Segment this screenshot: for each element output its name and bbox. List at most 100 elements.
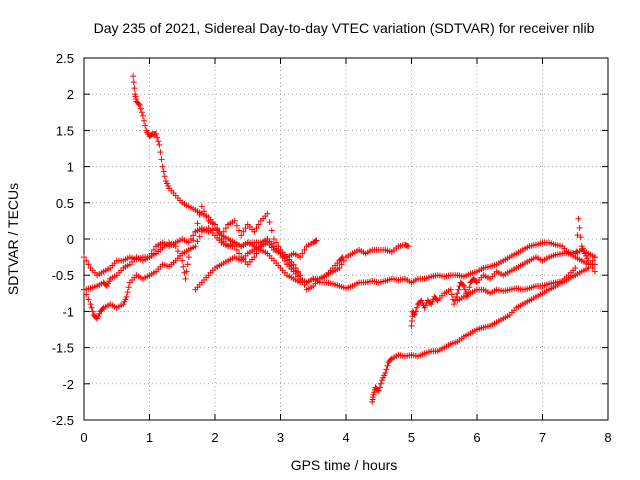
- data-point: [214, 226, 221, 233]
- data-point: [89, 308, 96, 315]
- data-point: [233, 222, 240, 229]
- axis-ticks: [83, 57, 609, 421]
- data-point: [194, 220, 201, 227]
- data-point: [238, 232, 245, 239]
- data-point: [447, 286, 454, 293]
- x-tick-label: 1: [146, 430, 153, 445]
- data-point: [591, 268, 598, 275]
- data-point: [574, 232, 581, 239]
- data-point: [453, 293, 460, 300]
- data-point: [131, 85, 138, 92]
- data-point: [573, 248, 580, 255]
- data-point: [251, 254, 258, 261]
- data-point: [297, 254, 304, 261]
- data-point: [411, 312, 418, 319]
- data-point: [155, 138, 162, 145]
- data-point: [591, 254, 598, 261]
- series-arc-7: [408, 246, 598, 329]
- data-point: [413, 304, 420, 311]
- data-point: [148, 250, 155, 257]
- data-point: [587, 261, 594, 268]
- x-tick-label: 8: [604, 430, 611, 445]
- data-point: [577, 234, 584, 241]
- data-point: [251, 228, 258, 235]
- data-point: [336, 264, 343, 271]
- data-point: [338, 255, 345, 262]
- data-point: [266, 219, 273, 226]
- series-arc-8: [454, 215, 598, 304]
- data-point: [138, 109, 145, 116]
- data-point: [194, 238, 201, 245]
- data-point: [139, 112, 146, 119]
- data-point: [125, 284, 132, 291]
- grid-lines: [84, 58, 608, 420]
- data-point: [146, 254, 153, 261]
- data-point: [377, 380, 384, 387]
- data-point: [264, 210, 271, 217]
- y-axis-label: SDTVAR / TECUs: [5, 183, 21, 295]
- data-point: [179, 257, 186, 264]
- data-point: [174, 248, 181, 255]
- data-point: [137, 105, 144, 112]
- data-point: [455, 286, 462, 293]
- data-point: [270, 236, 277, 242]
- data-point: [405, 243, 412, 250]
- data-point: [130, 73, 137, 80]
- y-tick-label: -0.5: [52, 268, 74, 283]
- data-point: [459, 281, 466, 288]
- data-point: [412, 308, 419, 315]
- data-point: [222, 225, 229, 232]
- data-point: [339, 254, 346, 261]
- x-tick-label: 4: [342, 430, 349, 445]
- series-arc-4: [130, 73, 598, 292]
- y-tick-label: 0.5: [56, 196, 74, 211]
- data-point: [387, 356, 394, 363]
- y-axis-tick-labels: -2.5 -2 -1.5 -1 -0.5 0 0.5 1 1.5 2 2.5: [52, 51, 74, 428]
- data-point: [301, 281, 308, 288]
- data-point: [589, 264, 596, 271]
- x-tick-label: 5: [408, 430, 415, 445]
- data-point: [87, 301, 94, 308]
- data-point: [301, 246, 308, 253]
- data-point: [448, 291, 455, 298]
- data-point: [196, 233, 203, 240]
- data-point: [466, 284, 473, 291]
- data-point: [268, 227, 275, 234]
- data-point: [236, 250, 243, 257]
- data-point: [161, 173, 168, 180]
- data-point: [231, 217, 238, 224]
- data-point: [142, 122, 149, 129]
- x-tick-label: 6: [473, 430, 480, 445]
- data-point: [81, 254, 87, 261]
- data-point: [382, 369, 389, 376]
- data-point: [190, 232, 197, 239]
- data-point: [124, 289, 131, 296]
- y-tick-label: 2.5: [56, 51, 74, 66]
- y-tick-label: 0: [67, 232, 74, 247]
- data-point: [183, 268, 190, 275]
- data-point: [156, 141, 163, 148]
- data-point: [150, 246, 157, 253]
- data-point: [313, 237, 320, 244]
- data-point: [99, 305, 106, 312]
- data-point: [85, 261, 92, 268]
- data-point: [182, 275, 189, 282]
- data-point: [242, 225, 249, 232]
- data-point: [338, 261, 345, 268]
- data-point: [384, 362, 391, 369]
- x-tick-label: 0: [80, 430, 87, 445]
- data-point: [575, 215, 582, 222]
- data-point: [312, 238, 319, 245]
- data-point: [433, 296, 440, 303]
- data-point: [160, 168, 167, 175]
- data-point: [192, 243, 199, 250]
- data-point: [130, 79, 137, 86]
- chart-title: Day 235 of 2021, Sidereal Day-to-day VTE…: [94, 20, 595, 36]
- y-tick-label: -2.5: [52, 413, 74, 428]
- data-point: [299, 250, 306, 257]
- y-tick-label: 1: [67, 160, 74, 175]
- data-point: [83, 257, 90, 264]
- data-point: [198, 203, 205, 210]
- y-tick-label: -1.5: [52, 341, 74, 356]
- data-points: [81, 73, 598, 405]
